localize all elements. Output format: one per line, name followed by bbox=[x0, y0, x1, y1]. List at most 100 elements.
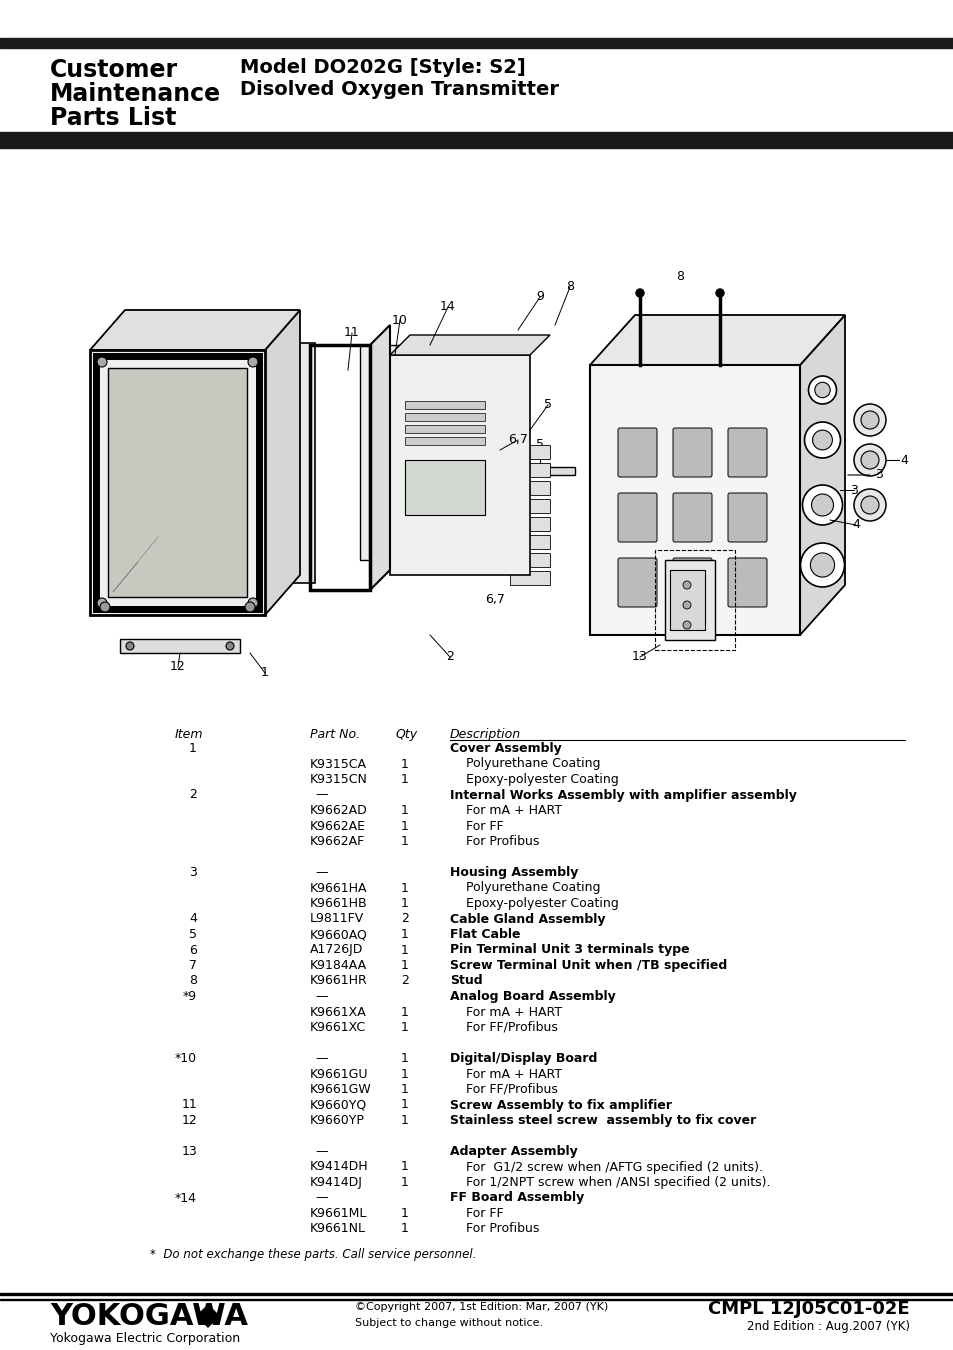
Text: K9660YP: K9660YP bbox=[310, 1114, 364, 1127]
Text: 6: 6 bbox=[189, 944, 196, 957]
Text: For  G1/2 screw when /AFTG specified (2 units).: For G1/2 screw when /AFTG specified (2 u… bbox=[450, 1161, 762, 1173]
Text: K9662AE: K9662AE bbox=[310, 819, 366, 833]
Text: 1: 1 bbox=[400, 1207, 409, 1220]
Text: 1: 1 bbox=[400, 1114, 409, 1127]
Circle shape bbox=[812, 431, 832, 450]
Text: For mA + HART: For mA + HART bbox=[450, 1006, 561, 1018]
Bar bbox=[510, 467, 575, 475]
Text: For mA + HART: For mA + HART bbox=[450, 805, 561, 817]
Text: 1: 1 bbox=[400, 1223, 409, 1235]
Text: 1: 1 bbox=[400, 896, 409, 910]
Text: 1: 1 bbox=[261, 667, 269, 679]
Text: Model DO202G [Style: S2]: Model DO202G [Style: S2] bbox=[240, 58, 525, 77]
Text: *10: *10 bbox=[174, 1052, 196, 1065]
Circle shape bbox=[809, 554, 834, 576]
Circle shape bbox=[682, 601, 690, 609]
Text: Description: Description bbox=[450, 728, 520, 741]
Circle shape bbox=[682, 621, 690, 629]
Circle shape bbox=[100, 602, 110, 612]
Text: 8: 8 bbox=[565, 281, 574, 293]
Text: For FF: For FF bbox=[450, 819, 503, 833]
Text: 2: 2 bbox=[446, 651, 454, 663]
Bar bbox=[108, 369, 247, 597]
Text: Screw Assembly to fix amplifier: Screw Assembly to fix amplifier bbox=[450, 1099, 671, 1111]
Polygon shape bbox=[390, 355, 530, 575]
Text: A1726JD: A1726JD bbox=[310, 944, 363, 957]
Text: Subject to change without notice.: Subject to change without notice. bbox=[355, 1318, 542, 1328]
Bar bbox=[405, 401, 484, 409]
Text: 1: 1 bbox=[400, 1176, 409, 1189]
Text: 8: 8 bbox=[189, 975, 196, 987]
Circle shape bbox=[803, 423, 840, 458]
Text: 1: 1 bbox=[400, 1068, 409, 1080]
FancyBboxPatch shape bbox=[618, 558, 657, 608]
FancyBboxPatch shape bbox=[727, 428, 766, 477]
Text: Digital/Display Board: Digital/Display Board bbox=[450, 1052, 597, 1065]
Text: *14: *14 bbox=[174, 1192, 196, 1204]
Text: K9315CN: K9315CN bbox=[310, 774, 368, 786]
Text: CMPL 12J05C01-02E: CMPL 12J05C01-02E bbox=[708, 1300, 909, 1318]
Text: 4: 4 bbox=[189, 913, 196, 926]
Text: Item: Item bbox=[174, 728, 203, 741]
Text: —: — bbox=[314, 1145, 327, 1158]
Text: 4: 4 bbox=[899, 454, 907, 467]
Bar bbox=[0, 132, 953, 148]
Circle shape bbox=[800, 543, 843, 587]
FancyBboxPatch shape bbox=[727, 493, 766, 541]
Circle shape bbox=[716, 289, 723, 297]
Circle shape bbox=[801, 485, 841, 525]
Text: *9: *9 bbox=[183, 990, 196, 1003]
Bar bbox=[405, 437, 484, 446]
Circle shape bbox=[97, 598, 107, 608]
Bar bbox=[510, 517, 550, 531]
Text: Epoxy-polyester Coating: Epoxy-polyester Coating bbox=[450, 896, 618, 910]
Text: Flat Cable: Flat Cable bbox=[450, 927, 520, 941]
Text: Disolved Oxygen Transmitter: Disolved Oxygen Transmitter bbox=[240, 80, 558, 99]
Text: K9315CA: K9315CA bbox=[310, 757, 367, 771]
FancyBboxPatch shape bbox=[618, 493, 657, 541]
Circle shape bbox=[853, 404, 885, 436]
Text: 7: 7 bbox=[189, 958, 196, 972]
Bar bbox=[510, 463, 550, 477]
Polygon shape bbox=[359, 346, 499, 560]
Bar bbox=[664, 560, 714, 640]
Bar bbox=[0, 1292, 953, 1295]
FancyBboxPatch shape bbox=[672, 493, 711, 541]
Text: 1: 1 bbox=[400, 958, 409, 972]
Text: Stud: Stud bbox=[450, 975, 482, 987]
Text: 9: 9 bbox=[536, 290, 543, 304]
Text: 8: 8 bbox=[676, 270, 683, 284]
Bar bbox=[510, 571, 550, 585]
Text: 1: 1 bbox=[400, 805, 409, 817]
Text: Housing Assembly: Housing Assembly bbox=[450, 865, 578, 879]
Text: FF Board Assembly: FF Board Assembly bbox=[450, 1192, 583, 1204]
Circle shape bbox=[853, 444, 885, 477]
Circle shape bbox=[811, 494, 833, 516]
Text: Polyurethane Coating: Polyurethane Coating bbox=[450, 757, 599, 771]
Text: 2: 2 bbox=[400, 975, 409, 987]
Bar bbox=[285, 343, 314, 583]
Text: Polyurethane Coating: Polyurethane Coating bbox=[450, 882, 599, 895]
Text: Pin Terminal Unit 3 terminals type: Pin Terminal Unit 3 terminals type bbox=[450, 944, 689, 957]
Text: K9184AA: K9184AA bbox=[310, 958, 367, 972]
Bar bbox=[669, 570, 704, 630]
Text: 1: 1 bbox=[400, 757, 409, 771]
Text: 1: 1 bbox=[400, 1161, 409, 1173]
Text: Customer: Customer bbox=[50, 58, 178, 82]
Text: 12: 12 bbox=[181, 1114, 196, 1127]
Text: Stainless steel screw  assembly to fix cover: Stainless steel screw assembly to fix co… bbox=[450, 1114, 756, 1127]
Text: K9661ML: K9661ML bbox=[310, 1207, 367, 1220]
Text: 1: 1 bbox=[400, 944, 409, 957]
Bar bbox=[405, 413, 484, 421]
Bar bbox=[510, 446, 550, 459]
Text: 3: 3 bbox=[847, 468, 882, 482]
Circle shape bbox=[853, 489, 885, 521]
Text: For FF/Profibus: For FF/Profibus bbox=[450, 1021, 558, 1034]
Text: 1: 1 bbox=[400, 836, 409, 848]
Text: 1: 1 bbox=[400, 774, 409, 786]
Text: For 1/2NPT screw when /ANSI specified (2 units).: For 1/2NPT screw when /ANSI specified (2… bbox=[450, 1176, 770, 1189]
Bar bbox=[405, 460, 484, 514]
Polygon shape bbox=[370, 325, 390, 590]
Polygon shape bbox=[90, 350, 265, 616]
Text: Part No.: Part No. bbox=[310, 728, 359, 741]
